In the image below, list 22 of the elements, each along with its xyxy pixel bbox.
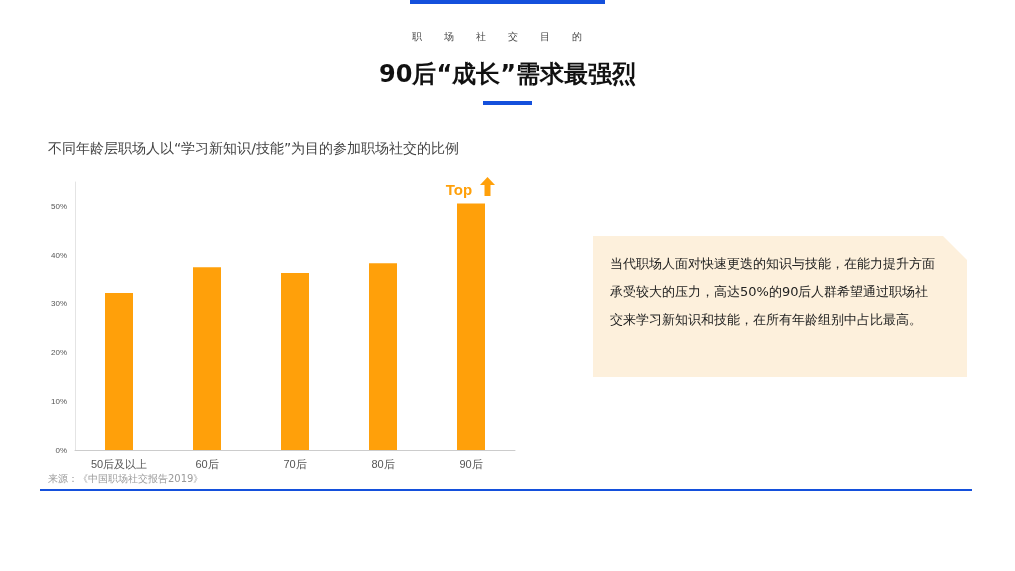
bar	[369, 263, 397, 450]
y-tick-label: 0%	[55, 445, 67, 455]
source-note: 来源：《中国职场社交报告2019》	[48, 472, 204, 486]
y-tick-label: 50%	[50, 201, 67, 211]
bar	[281, 273, 309, 450]
annotation: Top	[445, 180, 473, 198]
y-tick-label: 30%	[50, 299, 67, 309]
bar	[193, 267, 221, 450]
x-tick-label: 60后	[195, 457, 219, 470]
x-tick-label: 70后	[283, 457, 307, 470]
chart-title: 90后“成长”需求最强烈	[378, 59, 637, 90]
text-panel: 当代职场人面对快速更迭的知识与技能，在能力提升方面承受较大的压力，高达50%的90后人群希望通过职场社交来学习新知识和技能，在所有年龄组别中占比最高。	[593, 236, 967, 377]
x-tick-label: 80后	[371, 457, 395, 470]
text: 不同年龄层职场人以“学习新知识/技能”为目的参加职场社交的比例	[48, 140, 460, 158]
x-tick-label: 50后及以上	[90, 457, 148, 470]
y-tick-label: 10%	[50, 396, 67, 406]
bar	[457, 203, 485, 450]
x-tick-label: 90后	[459, 457, 483, 470]
bar	[105, 293, 133, 450]
y-tick-label: 20%	[50, 348, 67, 358]
chart-subtitle: 职场社交目的	[410, 30, 605, 44]
y-tick-label: 40%	[50, 250, 67, 260]
